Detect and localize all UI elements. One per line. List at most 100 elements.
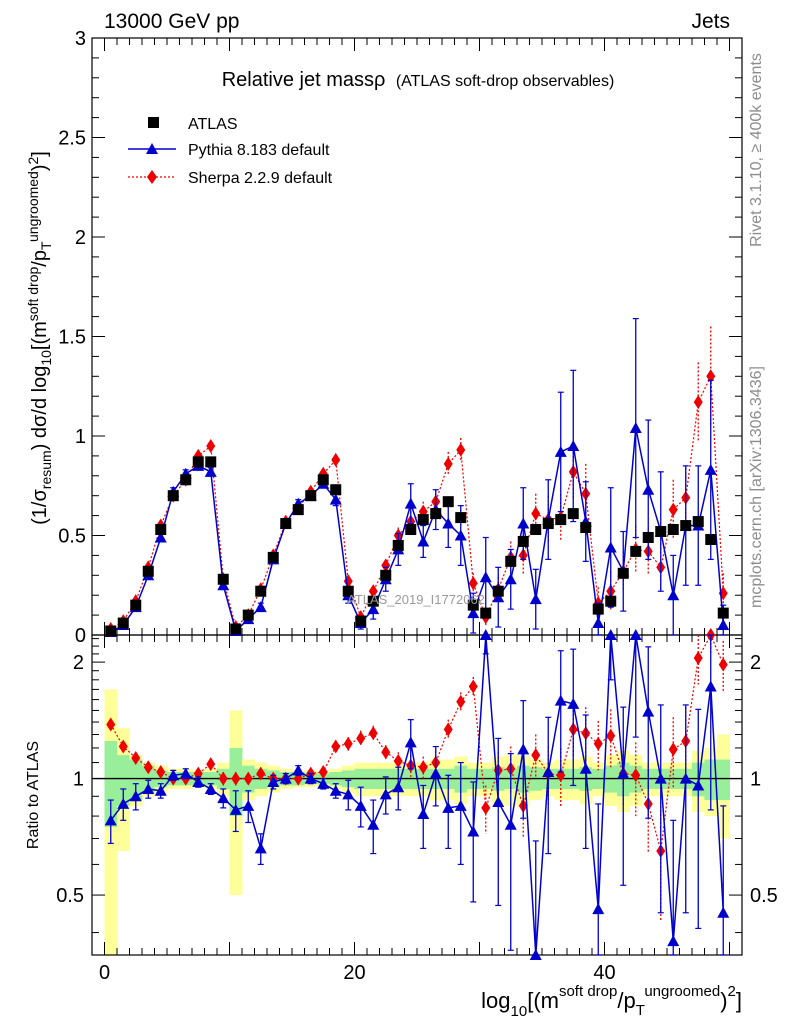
atlas-point [242, 609, 254, 621]
ratio-tick-label: 2 [73, 652, 84, 674]
pythia-ratio-point [192, 775, 205, 787]
sherpa-ratio-point [668, 742, 678, 757]
sherpa-point [443, 456, 453, 471]
pythia-ratio-point [629, 629, 642, 640]
atlas-point [705, 533, 717, 545]
y-tick-label: 1 [75, 426, 86, 448]
y-tick-label: 2 [75, 227, 86, 249]
atlas-point [605, 595, 617, 607]
sherpa-point [531, 506, 541, 521]
ratio-tick-label-right: 0.5 [750, 885, 778, 907]
pythia-ratio-point [679, 772, 692, 784]
pythia-ratio-point [492, 795, 505, 807]
sherpa-ratio-point [231, 771, 241, 786]
x-tick-label: 40 [593, 962, 615, 984]
atlas-point [517, 535, 529, 547]
atlas-point [555, 514, 567, 526]
header-right: Jets [691, 10, 730, 33]
rivet-label: Rivet 3.1.10, ≥ 400k events [748, 53, 765, 247]
pythia-ratio-point [429, 767, 442, 779]
y-tick-label: 0 [75, 625, 86, 647]
mcplots-label: mcplots.cern.ch [arXiv:1306.3436] [748, 366, 765, 608]
atlas-point [280, 518, 292, 530]
atlas-point [592, 603, 604, 615]
pythia-ratio-point [417, 807, 430, 819]
x-axis-label: log10[(msoft drop/pTungroomed)2] [481, 983, 742, 1020]
atlas-point [617, 567, 629, 579]
sherpa-ratio-point [243, 771, 253, 786]
atlas-point [630, 545, 642, 557]
legend-pythia-marker [146, 143, 158, 154]
pythia-ratio-point [154, 784, 167, 796]
pythia-point [567, 439, 580, 451]
pythia-point [154, 531, 167, 543]
sherpa-point [331, 452, 341, 467]
atlas-point [667, 524, 679, 536]
atlas-point [405, 524, 417, 536]
sherpa-ratio-point [531, 748, 541, 763]
pythia-ratio-point [217, 792, 230, 804]
pythia-ratio-point [117, 797, 130, 809]
pythia-ratio-point [692, 779, 705, 791]
pythia-ratio-point [704, 680, 717, 692]
pythia-ratio-point [329, 784, 342, 796]
pythia-ratio-point [404, 736, 417, 748]
pythia-point [717, 619, 730, 631]
sherpa-ratio-line [110, 633, 724, 852]
pythia-point [529, 593, 542, 605]
pythia-ratio-point [342, 788, 355, 800]
atlas-point [267, 551, 279, 563]
atlas-point [217, 573, 229, 585]
atlas-point [505, 555, 517, 567]
pythia-point [367, 603, 380, 615]
sherpa-ratio-point [318, 764, 328, 779]
sherpa-ratio-point [118, 739, 128, 754]
atlas-point [392, 539, 404, 551]
pythia-ratio-point [279, 772, 292, 784]
sherpa-point [693, 395, 703, 410]
pythia-point [454, 529, 467, 541]
pythia-ratio-point [592, 903, 605, 915]
pythia-ratio-point [442, 801, 455, 813]
sherpa-ratio-point [143, 760, 153, 775]
pythia-ratio-point [717, 906, 730, 918]
sherpa-ratio-point [693, 650, 703, 665]
sherpa-ratio-point [481, 800, 491, 815]
pythia-ratio-point [467, 825, 480, 837]
sherpa-ratio-point [718, 657, 728, 672]
legend-atlas-label: ATLAS [188, 116, 238, 133]
atlas-point [192, 456, 204, 468]
atlas-point [330, 484, 342, 496]
atlas-point [105, 625, 117, 637]
y-axis-label: (1/σresum) dσ/d log10[(msoft drop/pTungr… [25, 151, 54, 525]
atlas-point [430, 508, 442, 520]
atlas-point [317, 474, 329, 486]
y-tick-label: 1.5 [58, 327, 86, 349]
pythia-point [467, 607, 480, 619]
sherpa-ratio-point [443, 722, 453, 737]
pythia-ratio-point [517, 743, 530, 755]
sherpa-ratio-point [393, 754, 403, 769]
sherpa-ratio-point [343, 736, 353, 751]
pythia-point [642, 483, 655, 495]
atlas-point [367, 595, 379, 607]
atlas-point [692, 516, 704, 528]
sherpa-point [468, 576, 478, 591]
pythia-ratio-point [304, 772, 317, 784]
sherpa-ratio-point [256, 766, 266, 781]
sherpa-ratio-point [106, 717, 116, 732]
pythia-ratio-point [529, 949, 542, 960]
pythia-ratio-point [242, 799, 255, 811]
pythia-point [629, 422, 642, 434]
x-tick-label: 20 [343, 962, 365, 984]
atlas-point [492, 585, 504, 597]
pythia-ratio-point [367, 818, 380, 830]
pythia-ratio-point [142, 782, 155, 794]
pythia-point [504, 573, 517, 585]
atlas-point [655, 526, 667, 538]
pythia-ratio-point [179, 767, 192, 779]
legend-sherpa-label: Sherpa 2.2.9 default [188, 170, 333, 187]
pythia-point [417, 535, 430, 547]
sherpa-ratio-point [368, 726, 378, 741]
